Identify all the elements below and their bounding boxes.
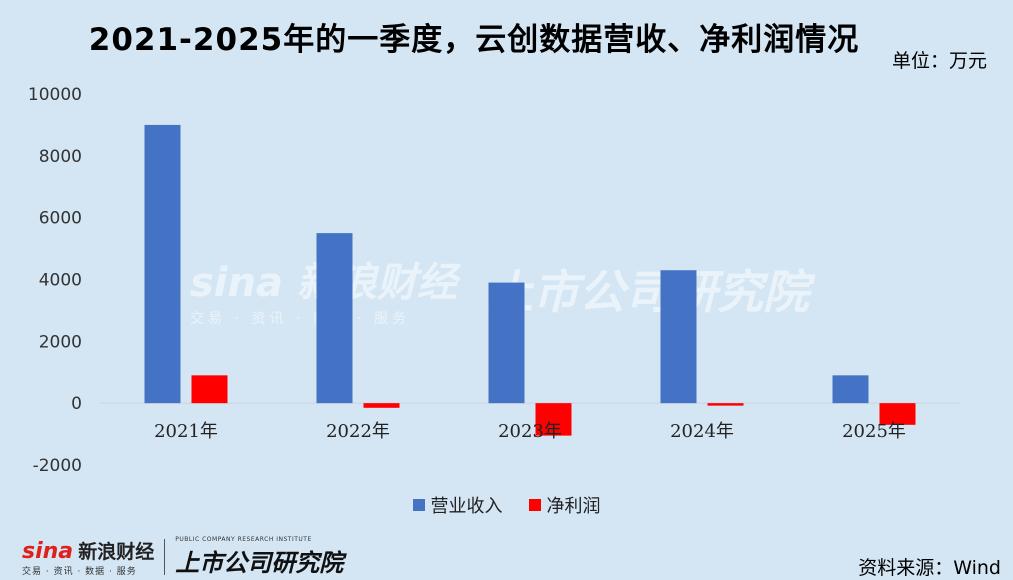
legend-label-revenue: 营业收入 xyxy=(430,496,503,517)
y-tick-label: 6000 xyxy=(39,209,82,229)
y-tick-label: 8000 xyxy=(39,147,82,167)
y-tick-label: 0 xyxy=(71,394,82,414)
sina-logo: sina xyxy=(22,539,74,564)
brand-divider xyxy=(164,539,166,575)
bar-profit-5 xyxy=(879,403,916,425)
x-tick-label: 2022年 xyxy=(326,421,390,442)
chart-title: 2021-2025年的一季度，云创数据营收、净利润情况 xyxy=(88,22,860,58)
unit-label: 单位：万元 xyxy=(891,50,987,72)
legend-item-revenue: 营业收入 xyxy=(412,492,503,518)
y-tick-label: 4000 xyxy=(39,271,82,291)
y-tick-label: 2000 xyxy=(39,332,82,352)
legend: 营业收入 净利润 xyxy=(0,492,1013,518)
y-tick-label: 10000 xyxy=(28,85,82,105)
institute-name: 上市公司研究院 xyxy=(175,549,344,577)
legend-swatch-revenue xyxy=(412,499,425,511)
bar-profit-4 xyxy=(707,403,744,406)
bar-revenue-1 xyxy=(144,124,181,404)
bar-revenue-4 xyxy=(660,270,697,404)
bar-revenue-3 xyxy=(488,282,525,404)
legend-item-profit: 净利润 xyxy=(528,492,601,518)
brand-name: 新浪财经 xyxy=(78,541,155,563)
bar-revenue-5 xyxy=(832,375,869,404)
legend-label-profit: 净利润 xyxy=(546,496,601,517)
legend-swatch-profit xyxy=(528,499,541,511)
brand-tagline: 交易 · 资讯 · 数据 · 服务 xyxy=(22,567,137,577)
bar-profit-3 xyxy=(535,403,572,436)
bar-profit-1 xyxy=(191,375,228,404)
institute-english: PUBLIC COMPANY RESEARCH INSTITUTE xyxy=(175,536,312,543)
y-tick-label: -2000 xyxy=(33,456,82,476)
x-tick-label: 2024年 xyxy=(670,421,734,442)
bar-profit-2 xyxy=(363,403,400,408)
x-tick-label: 2021年 xyxy=(154,421,218,442)
bar-revenue-2 xyxy=(316,233,353,404)
brand-footer: sina 新浪财经 交易 · 资讯 · 数据 · 服务 PUBLIC COMPA… xyxy=(22,536,343,578)
x-tick-label: 2025年 xyxy=(842,421,906,442)
x-tick-label: 2023年 xyxy=(498,421,562,442)
source-label: 资料来源：Wind xyxy=(858,557,1001,579)
